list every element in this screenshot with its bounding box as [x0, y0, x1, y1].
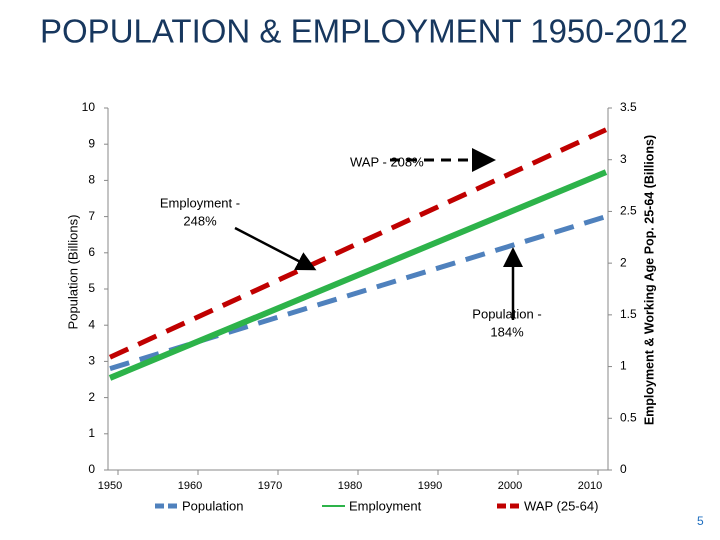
series-line [109, 214, 607, 372]
x-tick-label: 2010 [578, 480, 602, 492]
y-tick-label: 7 [88, 209, 95, 223]
y-tick-label: 4 [88, 317, 95, 331]
page-number: 5 [697, 514, 704, 528]
y2-tick-label: 0.5 [620, 410, 637, 424]
y-tick-label: 8 [88, 173, 95, 187]
y-tick-label: 5 [88, 281, 95, 295]
plot [108, 127, 608, 381]
arrow [234, 226, 317, 271]
y2-tick-label: 2 [620, 255, 627, 269]
annotation: Employment - [160, 195, 240, 210]
slide-title: POPULATION & EMPLOYMENT 1950-2012 [40, 13, 688, 50]
y-tick-label: 1 [88, 426, 95, 440]
y-tick-label: 2 [88, 390, 95, 404]
annotation: 248% [183, 213, 217, 228]
annotation: 184% [490, 324, 524, 339]
y-tick-label: 10 [82, 100, 96, 114]
y2-tick-label: 1 [620, 359, 627, 373]
series-line [108, 169, 608, 381]
x-tick-label: 1980 [338, 480, 362, 492]
y2-axis-label: Employment & Working Age Pop. 25-64 (Bil… [642, 135, 656, 425]
x-tick-label: 1950 [98, 480, 122, 492]
y-axis-label: Population (Billions) [65, 215, 80, 330]
annotation: Population - [472, 306, 541, 321]
x-tick-label: 2000 [498, 480, 522, 492]
y2-tick-label: 2.5 [620, 204, 637, 218]
y2-tick-label: 3 [620, 152, 627, 166]
legend-label: Employment [349, 498, 422, 513]
y-tick-label: 3 [88, 354, 95, 368]
x-tick-label: 1960 [178, 480, 202, 492]
legend-label: Population [182, 498, 243, 513]
y-tick-label: 9 [88, 136, 95, 150]
legend-label: WAP (25-64) [524, 498, 598, 513]
x-tick-label: 1990 [418, 480, 442, 492]
y2-tick-label: 1.5 [620, 307, 637, 321]
x-tick-label: 1970 [258, 480, 282, 492]
y2-tick-label: 3.5 [620, 100, 637, 114]
annotation: WAP - 208% [350, 154, 424, 169]
y-tick-label: 6 [88, 245, 95, 259]
y-tick-label: 0 [88, 462, 95, 476]
y2-tick-label: 0 [620, 462, 627, 476]
